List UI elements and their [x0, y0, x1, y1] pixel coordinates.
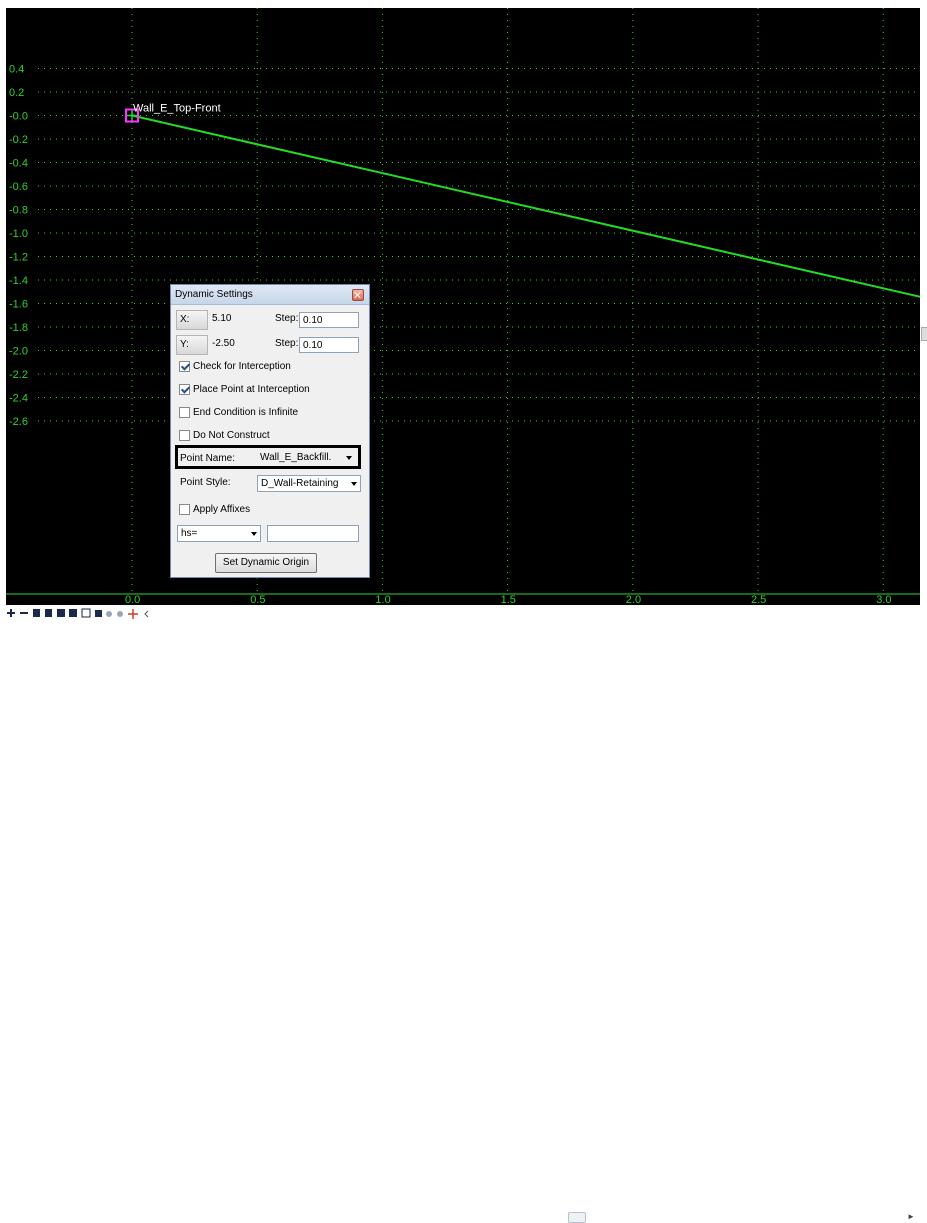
y-tick-label: -1.4: [9, 275, 28, 287]
x-tick-label: 2.0: [626, 594, 641, 605]
end-infinite-label: End Condition is Infinite: [193, 407, 299, 418]
do-not-construct-row[interactable]: Do Not Construct: [179, 430, 270, 441]
plot-area[interactable]: 0.4 0.2 -0.0 -0.2 -0.4 -0.6 -0.8 -1.0 -1.2 -1.4 -1…: [6, 8, 920, 605]
y-step-input[interactable]: 0.10: [299, 337, 359, 353]
close-icon[interactable]: [352, 289, 364, 301]
point-name-combo[interactable]: Wall_E_Backfill.: [257, 450, 355, 467]
place-point-checkbox[interactable]: [179, 384, 190, 395]
x-tick-label: 2.5: [751, 594, 766, 605]
x-label: X:: [180, 314, 190, 325]
scroll-right-icon[interactable]: ►: [907, 1212, 915, 1221]
check-interception-row[interactable]: Check for Interception: [179, 361, 291, 372]
chevron-down-icon[interactable]: [251, 532, 257, 536]
point-name-label: Point Name:: [180, 453, 236, 464]
x-axis-button[interactable]: X:: [176, 310, 208, 330]
y-tick-label: 0.4: [9, 64, 24, 76]
template-segment: [131, 114, 920, 298]
y-tick-label: -1.8: [9, 322, 28, 334]
y-tick-label: -2.6: [9, 416, 28, 428]
horizontal-scrollbar-thumb[interactable]: [568, 1212, 586, 1223]
y-tick-label: -2.0: [9, 346, 28, 358]
end-infinite-checkbox[interactable]: [179, 407, 190, 418]
dialog-titlebar[interactable]: Dynamic Settings: [171, 285, 369, 305]
y-tick-label: 0.2: [9, 87, 24, 99]
dialog-title: Dynamic Settings: [175, 289, 253, 300]
move-icon: [69, 609, 77, 617]
fit-icon: [95, 610, 102, 617]
end-infinite-row[interactable]: End Condition is Infinite: [179, 407, 298, 418]
point-style-select[interactable]: D_Wall-Retaining: [257, 475, 361, 492]
y-tick-label: -0.2: [9, 134, 28, 146]
y-label: Y:: [180, 339, 189, 350]
x-step-input[interactable]: 0.10: [299, 312, 359, 328]
y-tick-label: -0.6: [9, 181, 28, 193]
affix-select-value: hs=: [181, 528, 198, 539]
check-interception-checkbox[interactable]: [179, 361, 190, 372]
chevron-down-icon[interactable]: [346, 456, 352, 460]
check-interception-label: Check for Interception: [193, 361, 291, 372]
tool-icon: [45, 609, 52, 617]
x-tick-label: 0.0: [125, 594, 140, 605]
point-name-value: Wall_E_Backfill.: [260, 452, 332, 463]
view-splitter-handle[interactable]: [921, 327, 927, 341]
y-tick-label: -2.4: [9, 393, 28, 405]
apply-affixes-row[interactable]: Apply Affixes: [179, 504, 250, 515]
x-tick-label: 3.0: [876, 594, 891, 605]
move-icon: [57, 609, 65, 617]
do-not-construct-label: Do Not Construct: [193, 430, 270, 441]
redo-icon: [117, 611, 123, 617]
y-tick-label: -0.4: [9, 158, 28, 170]
y-tick-label: -1.6: [9, 299, 28, 311]
place-point-row[interactable]: Place Point at Interception: [179, 384, 310, 395]
set-dynamic-origin-button[interactable]: Set Dynamic Origin: [215, 553, 317, 573]
undo-icon: [106, 611, 112, 617]
affix-text-input[interactable]: [267, 525, 359, 542]
apply-affixes-checkbox[interactable]: [179, 504, 190, 515]
x-tick-label: 1.5: [501, 594, 516, 605]
x-tick-label: 1.0: [375, 594, 390, 605]
affix-select[interactable]: hs=: [177, 525, 261, 542]
y-tick-label: -0.8: [9, 205, 28, 217]
start-point-cross: [127, 110, 137, 121]
point-style-label: Point Style:: [180, 477, 231, 488]
place-point-label: Place Point at Interception: [193, 384, 310, 395]
start-point-label: Wall_E_Top-Front: [133, 103, 221, 115]
view-toolbar: ►: [0, 605, 927, 1223]
y-axis-button[interactable]: Y:: [176, 335, 208, 355]
scroll-left-icon: [144, 610, 149, 618]
y-tick-label: -1.0: [9, 228, 28, 240]
cross-section-view[interactable]: 0.4 0.2 -0.0 -0.2 -0.4 -0.6 -0.8 -1.0 -1.2 -1.4 -1…: [6, 8, 920, 605]
toolbar-icons: [7, 608, 149, 619]
y-value: -2.50: [212, 338, 235, 349]
x-step-label: Step:: [275, 313, 299, 324]
tool-icon: [33, 609, 40, 617]
origin-icon: [128, 609, 138, 619]
y-tick-label: -2.2: [9, 369, 28, 381]
do-not-construct-checkbox[interactable]: [179, 430, 190, 441]
x-tick-label: 0.5: [250, 594, 265, 605]
add-icon: [7, 609, 15, 617]
chevron-down-icon[interactable]: [351, 482, 357, 486]
point-name-highlight: [175, 445, 361, 469]
y-tick-label: -1.2: [9, 252, 28, 264]
apply-affixes-label: Apply Affixes: [193, 504, 251, 515]
y-step-label: Step:: [275, 338, 299, 349]
window-icon: [81, 608, 91, 618]
y-tick-label: -0.0: [9, 111, 28, 123]
start-point-marker: [125, 108, 139, 123]
point-style-value: D_Wall-Retaining: [261, 478, 339, 489]
x-value: 5.10: [212, 313, 232, 324]
dynamic-settings-dialog: Dynamic Settings X: 5.10 Step: 0.10 Y: -…: [170, 284, 370, 578]
